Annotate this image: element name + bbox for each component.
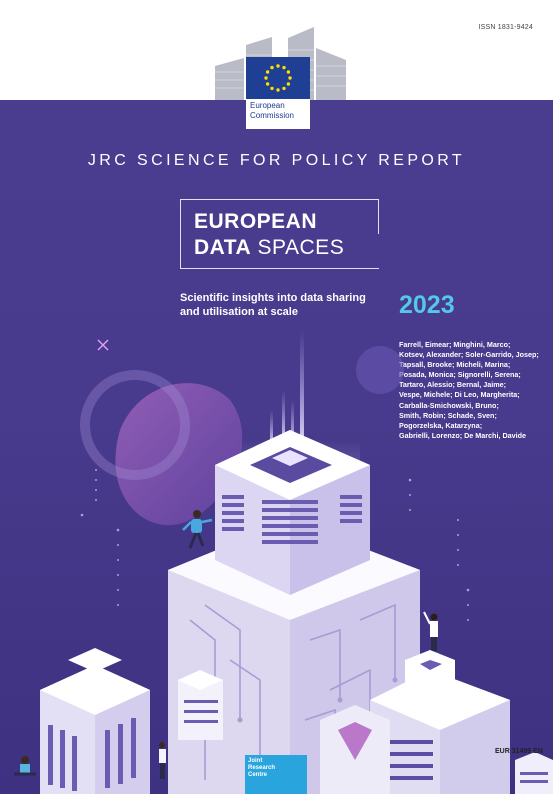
- author-line: Vespe, Michele; Di Leo, Margherita;: [399, 390, 520, 400]
- report-type: JRC SCIENCE FOR POLICY REPORT: [87, 152, 466, 169]
- eu-star-icon: [265, 82, 270, 86]
- eu-star-icon: [270, 86, 274, 91]
- jrc-logo-box: [245, 755, 307, 794]
- eu-star-icon: [265, 70, 270, 74]
- author-line: Gabrielli, Lorenzo; De Marchi, Davide: [399, 430, 527, 440]
- eu-star-icon: [276, 88, 280, 92]
- ec-name-box: [246, 99, 310, 129]
- author-line: Posada, Monica; Signorelli, Serena;: [399, 370, 521, 380]
- eur-number: EUR 31499 EN: [495, 748, 543, 755]
- author-line: Tapsall, Brooke; Micheli, Marina;: [399, 360, 511, 370]
- person-figure: [182, 510, 213, 549]
- author-line: Pogorzelska, Katarzyna;: [399, 420, 483, 430]
- publication-year: 2023: [399, 291, 455, 319]
- eu-star-icon: [282, 86, 286, 91]
- title-frame: [180, 199, 379, 269]
- author-line: Kotsev, Alexander; Soler-Garrido, Josep;: [399, 350, 539, 360]
- eu-star-icon: [288, 76, 292, 80]
- title-line-1: EUROPEAN: [194, 210, 318, 233]
- eu-star-icon: [264, 76, 268, 80]
- eu-star-icon: [270, 65, 274, 70]
- jrc-name: Joint Research Centre: [248, 758, 276, 778]
- eu-star-icon: [282, 65, 286, 70]
- eu-flag-icon: [246, 57, 310, 99]
- eu-star-icon: [286, 82, 291, 86]
- title-word-spaces: SPACES: [251, 236, 345, 259]
- title-word-data: DATA: [194, 236, 252, 259]
- author-line: Smith, Robin; Schade, Sven;: [399, 410, 497, 420]
- author-line: Carballa-Smichowski, Bruno;: [399, 400, 499, 410]
- publisher-name: European Commission: [250, 101, 295, 120]
- issn-number: ISSN 1831-9424: [478, 24, 533, 31]
- subtitle: Scientific insights into data sharing an…: [180, 292, 366, 318]
- eu-star-icon: [286, 70, 291, 74]
- author-line: Tartaro, Alessio; Bernal, Jaime;: [399, 380, 507, 390]
- title-line-2: DATA SPACES: [194, 236, 344, 260]
- author-list: Farrell, Eimear; Minghini, Marco; Kotsev,…: [399, 340, 549, 441]
- eu-star-icon: [276, 64, 280, 68]
- author-line: Farrell, Eimear; Minghini, Marco;: [399, 340, 511, 349]
